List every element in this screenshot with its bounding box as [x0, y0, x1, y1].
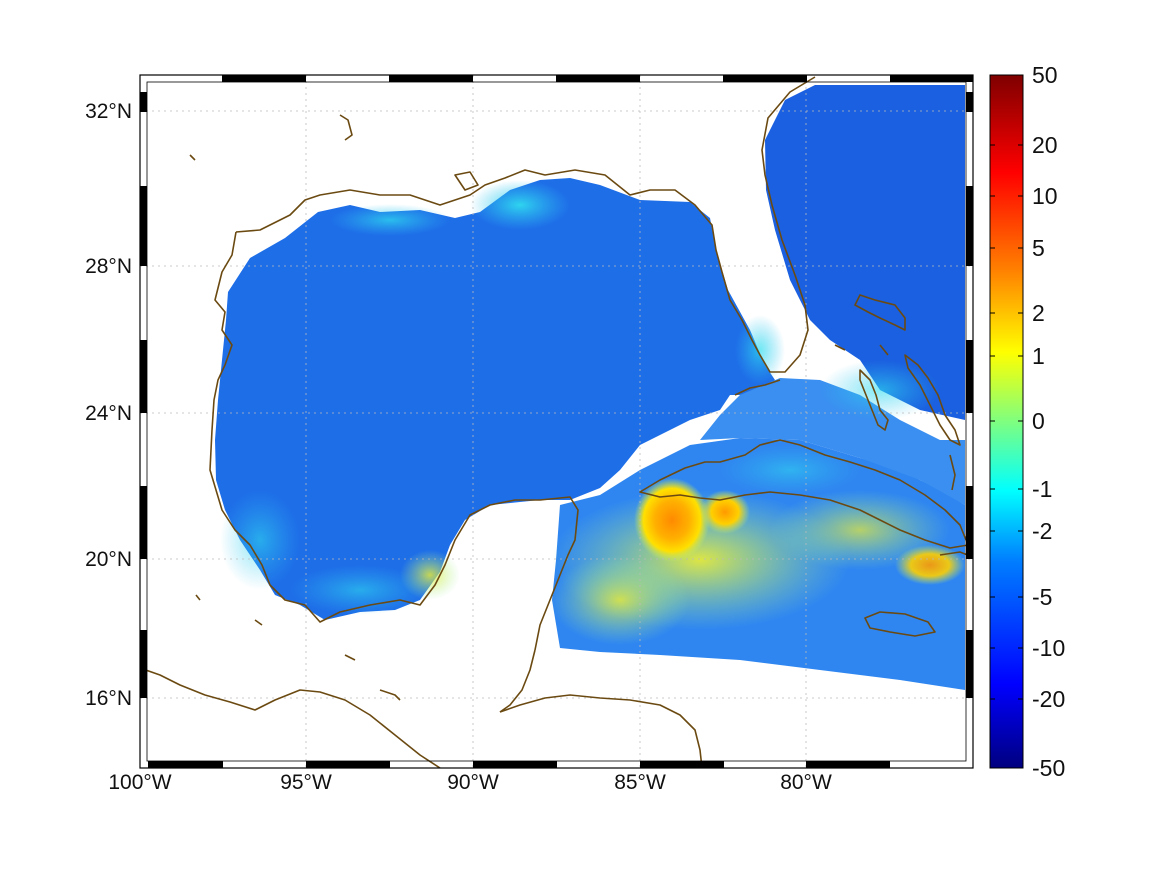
cuba: [639, 439, 969, 549]
lat-label: 28°N: [85, 255, 132, 278]
colorbar-tick-label: -2: [1032, 518, 1052, 544]
lon-label: 80°W: [780, 771, 832, 794]
colorbar-tick-label: -20: [1032, 686, 1065, 712]
lon-label: 95°W: [280, 771, 332, 794]
bahamas-abaco: [854, 294, 906, 331]
lon-label: 90°W: [447, 771, 499, 794]
colorbar-tick-label: -10: [1032, 635, 1065, 661]
gulf-of-mexico-field: [215, 178, 775, 620]
gulf-islands: [189, 114, 479, 191]
atlantic-field: [765, 85, 965, 420]
bahamas-eleuthera: [904, 354, 961, 446]
belize-coast: [499, 649, 536, 713]
north-gulf-coast: [235, 76, 816, 373]
central-america-coast: [140, 667, 441, 768]
sea-level-field: [215, 85, 965, 690]
colorbar-tick-label: 5: [1032, 235, 1045, 261]
colorbar-tick-label: -50: [1032, 755, 1065, 781]
colorbar-tick-label: -1: [1032, 476, 1052, 502]
colorbar-tick-label: 10: [1032, 183, 1058, 209]
florida-keys: [734, 379, 781, 396]
colorbar-tick-label: 0: [1032, 408, 1045, 434]
colorbar-tick-label: 20: [1032, 132, 1058, 158]
lon-label: 85°W: [614, 771, 666, 794]
bahamas-small: [834, 344, 956, 491]
jamaica: [864, 611, 936, 637]
colorbar-tick-label: 50: [1032, 62, 1058, 88]
colorbar-gradient: [989, 74, 1024, 769]
florida-straits-field: [700, 378, 965, 505]
gulf-coast: [209, 231, 579, 651]
longitude-labels: 100°W 95°W 90°W 85°W 80°W: [108, 771, 832, 794]
lon-label: 100°W: [108, 771, 171, 794]
colorbar-tick-label: -5: [1032, 584, 1052, 610]
lat-label: 16°N: [85, 687, 132, 710]
bahamas-andros: [859, 369, 889, 431]
map-frame: [139, 74, 974, 769]
colorbar-tick-label: 1: [1032, 343, 1045, 369]
mexico-interior-coast: [195, 594, 401, 701]
latitude-labels: 32°N 28°N 24°N 20°N 16°N: [85, 100, 132, 710]
lat-label: 24°N: [85, 402, 132, 425]
lat-label: 32°N: [85, 100, 132, 123]
colorbar-tick-label: 2: [1032, 300, 1045, 326]
coastlines: [140, 76, 973, 768]
lat-label: 20°N: [85, 548, 132, 571]
honduras-coast: [499, 694, 703, 768]
